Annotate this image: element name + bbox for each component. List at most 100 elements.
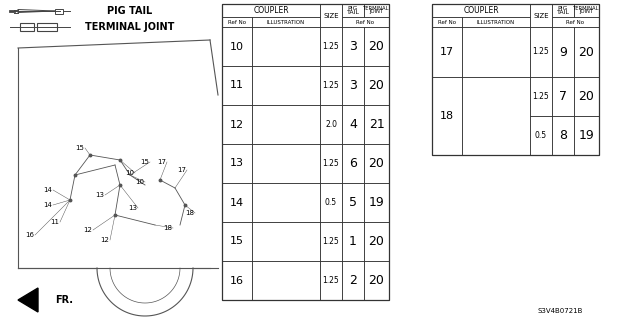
Text: SIZE: SIZE	[323, 12, 339, 19]
Bar	[252, 105, 320, 144]
Bar	[574, 116, 599, 155]
Text: TERMINAL: TERMINAL	[364, 6, 390, 11]
Bar	[342, 66, 364, 105]
Text: Ref No: Ref No	[566, 19, 584, 25]
Text: 15: 15	[76, 145, 84, 151]
Bar	[364, 105, 389, 144]
Text: 7: 7	[559, 90, 567, 103]
Text: 14: 14	[44, 187, 52, 193]
Text: 8: 8	[559, 129, 567, 142]
Text: 1.25: 1.25	[323, 276, 339, 285]
Text: 3: 3	[349, 79, 357, 92]
Bar	[320, 183, 342, 222]
Text: 19: 19	[369, 196, 385, 209]
Text: 1.25: 1.25	[532, 92, 549, 101]
Bar	[320, 144, 342, 183]
Bar	[20, 23, 34, 31]
Bar	[432, 4, 599, 155]
Text: 20: 20	[369, 235, 385, 248]
Text: 10: 10	[125, 170, 134, 176]
Text: S3V4B0721B: S3V4B0721B	[538, 308, 582, 314]
Text: 1.25: 1.25	[532, 48, 549, 56]
Bar	[222, 105, 252, 144]
Text: 20: 20	[579, 90, 595, 103]
Bar	[222, 144, 252, 183]
Text: 18: 18	[163, 225, 173, 231]
Text: 5: 5	[349, 196, 357, 209]
Bar	[252, 66, 320, 105]
Text: TAIL: TAIL	[557, 10, 570, 14]
Bar	[320, 222, 342, 261]
Bar	[530, 27, 552, 77]
Bar	[252, 222, 320, 261]
Text: 17: 17	[177, 167, 186, 173]
Text: 18: 18	[440, 111, 454, 121]
Bar	[222, 27, 252, 66]
Text: 17: 17	[440, 47, 454, 57]
Text: 9: 9	[559, 46, 567, 58]
Bar	[432, 27, 462, 77]
Text: 2.0: 2.0	[325, 120, 337, 129]
Bar	[222, 4, 320, 17]
Bar	[552, 77, 574, 116]
Text: 15: 15	[230, 236, 244, 247]
Text: JOINT: JOINT	[579, 10, 593, 14]
Bar	[364, 183, 389, 222]
Bar	[252, 183, 320, 222]
Text: TERMINAL: TERMINAL	[573, 6, 600, 11]
Text: 18: 18	[186, 210, 195, 216]
Text: 20: 20	[369, 274, 385, 287]
Text: 13: 13	[129, 205, 138, 211]
Bar	[364, 66, 389, 105]
Bar	[320, 261, 342, 300]
Text: 12: 12	[84, 227, 92, 233]
Text: 21: 21	[369, 118, 385, 131]
Bar	[222, 17, 252, 27]
Bar	[462, 27, 530, 77]
Text: 16: 16	[230, 276, 244, 286]
Polygon shape	[18, 288, 38, 312]
Text: ILLUSTRATION: ILLUSTRATION	[477, 19, 515, 25]
Bar	[462, 77, 530, 155]
Text: PIG: PIG	[348, 6, 358, 11]
Bar	[222, 66, 252, 105]
Bar	[552, 116, 574, 155]
Bar	[222, 183, 252, 222]
Text: 19: 19	[579, 129, 595, 142]
Text: SIZE: SIZE	[533, 12, 549, 19]
Bar	[462, 17, 530, 27]
Text: PIG TAIL: PIG TAIL	[108, 6, 152, 16]
Text: 4: 4	[349, 118, 357, 131]
Bar	[432, 77, 462, 155]
Text: 15: 15	[141, 159, 149, 165]
Bar	[342, 222, 364, 261]
Text: TAIL: TAIL	[346, 10, 360, 14]
Bar	[574, 77, 599, 116]
Bar	[342, 183, 364, 222]
Text: Ref No: Ref No	[356, 19, 374, 25]
Text: TERMINAL JOINT: TERMINAL JOINT	[85, 22, 175, 32]
Text: 20: 20	[369, 79, 385, 92]
Text: 17: 17	[157, 159, 166, 165]
Text: Ref No: Ref No	[228, 19, 246, 25]
Text: JOINT: JOINT	[369, 10, 383, 14]
Bar	[252, 144, 320, 183]
Bar	[222, 222, 252, 261]
Text: 14: 14	[230, 197, 244, 207]
Bar	[552, 17, 599, 27]
Text: 16: 16	[26, 232, 35, 238]
Text: Ref No: Ref No	[438, 19, 456, 25]
Text: 12: 12	[230, 120, 244, 130]
Bar	[432, 4, 530, 17]
Bar	[342, 4, 364, 17]
Bar	[252, 27, 320, 66]
Text: ILLUSTRATION: ILLUSTRATION	[267, 19, 305, 25]
Bar	[364, 144, 389, 183]
Bar	[552, 27, 574, 77]
Text: 1.25: 1.25	[323, 42, 339, 51]
Text: COUPLER: COUPLER	[463, 6, 499, 15]
Text: 11: 11	[230, 80, 244, 91]
Bar	[432, 17, 462, 27]
Text: 12: 12	[100, 237, 109, 243]
Bar	[222, 261, 252, 300]
